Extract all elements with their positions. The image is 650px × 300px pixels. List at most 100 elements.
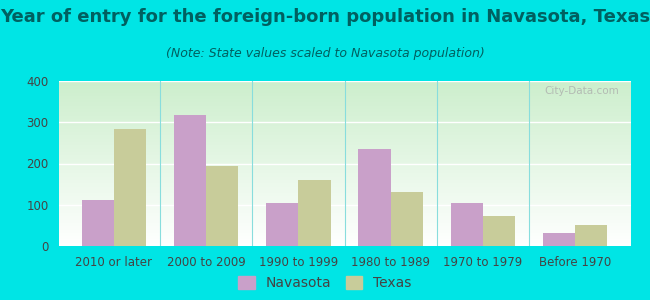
Bar: [58, 196, 630, 198]
Text: City-Data.com: City-Data.com: [544, 86, 619, 96]
Bar: [58, 150, 630, 152]
Bar: [58, 139, 630, 140]
Bar: [58, 157, 630, 158]
Bar: [58, 210, 630, 211]
Bar: [58, 205, 630, 206]
Bar: [58, 132, 630, 134]
Bar: [58, 92, 630, 94]
Bar: [58, 203, 630, 205]
Bar: [58, 215, 630, 216]
Bar: [58, 241, 630, 243]
Bar: [114, 129, 146, 246]
Bar: [58, 148, 630, 150]
Bar: [58, 239, 630, 241]
Bar: [58, 193, 630, 195]
Bar: [58, 112, 630, 114]
Bar: [58, 202, 630, 203]
Bar: [58, 198, 630, 200]
Bar: [58, 82, 630, 84]
Bar: [58, 213, 630, 215]
Bar: [58, 135, 630, 137]
Bar: [58, 178, 630, 180]
Bar: [58, 224, 630, 226]
Text: (Note: State values scaled to Navasota population): (Note: State values scaled to Navasota p…: [166, 46, 484, 59]
Bar: [58, 188, 630, 190]
Bar: [58, 162, 630, 164]
Bar: [58, 81, 630, 82]
Bar: [58, 231, 630, 233]
Bar: [58, 180, 630, 182]
Bar: [358, 149, 391, 246]
Bar: [58, 192, 630, 193]
Bar: [58, 218, 630, 220]
Bar: [58, 164, 630, 165]
Bar: [58, 129, 630, 130]
Bar: [58, 155, 630, 157]
Bar: [575, 225, 608, 246]
Bar: [298, 180, 331, 246]
Text: Year of entry for the foreign-born population in Navasota, Texas: Year of entry for the foreign-born popul…: [0, 8, 650, 26]
Bar: [58, 109, 630, 111]
Bar: [58, 145, 630, 147]
Bar: [58, 116, 630, 117]
Bar: [58, 172, 630, 173]
Bar: [174, 115, 206, 246]
Bar: [58, 170, 630, 172]
Bar: [58, 102, 630, 104]
Bar: [58, 244, 630, 246]
Bar: [58, 236, 630, 238]
Bar: [58, 130, 630, 132]
Bar: [58, 168, 630, 170]
Bar: [58, 206, 630, 208]
Bar: [58, 122, 630, 124]
Bar: [58, 134, 630, 135]
Bar: [58, 101, 630, 102]
Bar: [58, 187, 630, 188]
Bar: [58, 200, 630, 202]
Bar: [58, 167, 630, 168]
Bar: [58, 88, 630, 89]
Bar: [58, 114, 630, 116]
Bar: [58, 86, 630, 88]
Bar: [58, 84, 630, 86]
Bar: [58, 154, 630, 155]
Bar: [58, 98, 630, 99]
Bar: [58, 185, 630, 187]
Bar: [58, 183, 630, 185]
Bar: [58, 89, 630, 91]
Bar: [58, 147, 630, 148]
Bar: [58, 223, 630, 224]
Bar: [58, 144, 630, 145]
Bar: [58, 220, 630, 221]
Bar: [266, 203, 298, 246]
Bar: [58, 211, 630, 213]
Bar: [58, 117, 630, 119]
Bar: [58, 94, 630, 96]
Bar: [391, 191, 423, 246]
Bar: [58, 158, 630, 160]
Bar: [58, 238, 630, 239]
Bar: [58, 124, 630, 125]
Bar: [58, 140, 630, 142]
Bar: [58, 107, 630, 109]
Bar: [58, 233, 630, 235]
Bar: [58, 91, 630, 92]
Bar: [58, 195, 630, 196]
Bar: [58, 173, 630, 175]
Bar: [58, 106, 630, 107]
Bar: [81, 200, 114, 246]
Bar: [58, 142, 630, 144]
Bar: [58, 221, 630, 223]
Bar: [58, 182, 630, 183]
Bar: [58, 104, 630, 106]
Bar: [58, 152, 630, 154]
Bar: [450, 203, 483, 246]
Bar: [58, 226, 630, 228]
Bar: [58, 96, 630, 98]
Bar: [58, 230, 630, 231]
Bar: [58, 125, 630, 127]
Bar: [58, 127, 630, 129]
Bar: [543, 233, 575, 246]
Bar: [58, 235, 630, 236]
Bar: [58, 208, 630, 210]
